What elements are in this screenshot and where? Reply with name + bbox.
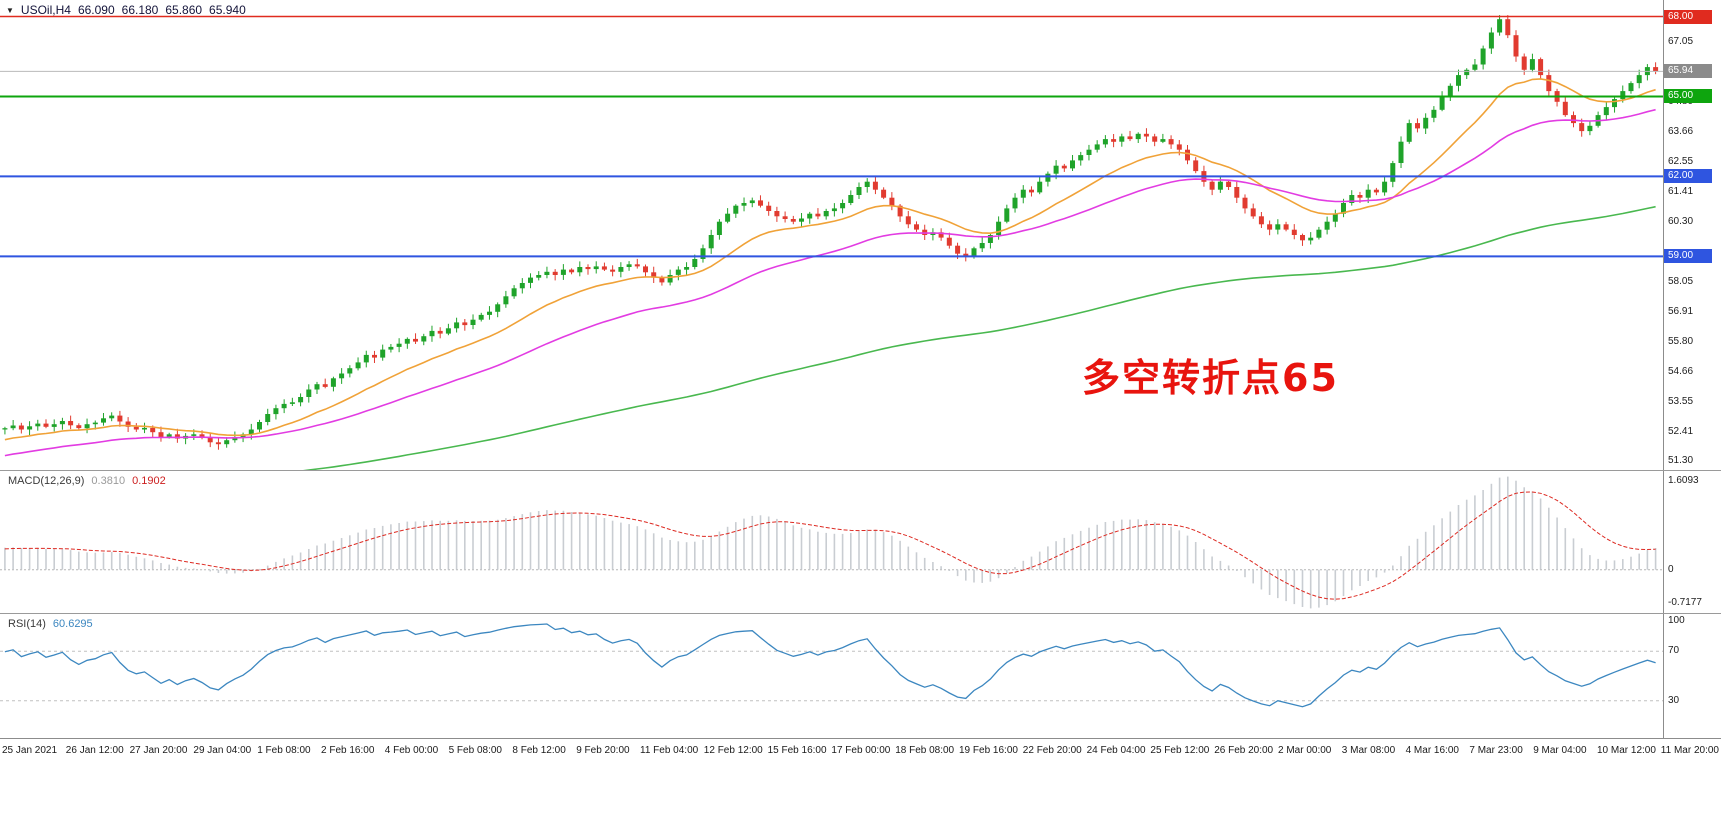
macd-main-value: 0.3810	[91, 475, 126, 487]
time-axis-label: 5 Feb 08:00	[448, 745, 502, 756]
macd-signal-line	[4, 491, 1656, 600]
level-price-badge: 62.00	[1664, 169, 1712, 184]
time-axis-label: 24 Feb 04:00	[1086, 745, 1146, 756]
price-tick-label: 61.41	[1668, 186, 1694, 198]
annotation-text: 多空转折点65	[1082, 356, 1339, 400]
macd-signal-value: 0.1902	[132, 475, 166, 487]
fast-ma-line	[4, 78, 1656, 441]
rsi-name: RSI(14)	[8, 618, 46, 630]
time-axis-label: 29 Jan 04:00	[193, 745, 252, 756]
macd-pane[interactable]: MACD(12,26,9) 0.3810 0.1902	[0, 471, 1663, 613]
time-axis-label: 15 Feb 16:00	[767, 745, 827, 756]
macd-axis-min: -0.7177	[1668, 597, 1702, 608]
time-axis-label: 12 Feb 12:00	[703, 745, 763, 756]
candlestick-chart	[0, 15, 1663, 470]
ohlc-high: 66.180	[121, 3, 159, 17]
chart-title-bar: ▼ USOil,H4 66.090 66.180 65.860 65.940	[6, 3, 246, 17]
ohlc-close: 65.940	[209, 3, 246, 17]
time-axis-label: 25 Jan 2021	[2, 745, 58, 756]
time-axis-label: 19 Feb 16:00	[959, 745, 1018, 756]
time-axis-label: 10 Mar 12:00	[1597, 745, 1656, 756]
time-axis-label: 25 Feb 12:00	[1150, 745, 1210, 756]
ohlc-open: 66.090	[77, 3, 115, 17]
time-axis-label: 7 Mar 23:00	[1469, 745, 1523, 756]
time-axis-label: 8 Feb 12:00	[512, 745, 566, 756]
rsi-axis[interactable]: 100 70 30	[1663, 614, 1721, 738]
time-axis-label: 2 Mar 00:00	[1278, 745, 1332, 756]
macd-axis[interactable]: 1.6093 0 -0.7177	[1663, 471, 1721, 613]
level-price-badge: 59.00	[1664, 249, 1712, 264]
medium-ma-line	[4, 108, 1656, 457]
time-axis-label: 26 Jan 12:00	[65, 745, 124, 756]
price-tick-label: 52.41	[1668, 425, 1694, 437]
symbol-label: USOil,H4	[20, 3, 71, 17]
price-tick-label: 67.05	[1668, 35, 1694, 47]
macd-axis-max: 1.6093	[1668, 475, 1699, 486]
price-tick-label: 51.30	[1668, 455, 1694, 467]
time-axis-label: 11 Mar 20:00	[1660, 745, 1719, 756]
time-axis-label: 17 Feb 00:00	[831, 745, 891, 756]
current-price-badge: 65.94	[1664, 64, 1712, 79]
price-tick-label: 58.05	[1668, 275, 1694, 287]
macd-label: MACD(12,26,9) 0.3810 0.1902	[8, 475, 166, 487]
candles-group	[2, 15, 1659, 450]
time-axis-label: 11 Feb 04:00	[640, 745, 699, 756]
level-price-badge: 65.00	[1664, 89, 1712, 104]
rsi-line	[4, 623, 1656, 708]
time-axis-label: 2 Feb 16:00	[321, 745, 375, 756]
rsi-value: 60.6295	[52, 618, 93, 630]
macd-axis-zero: 0	[1668, 563, 1674, 575]
bottom-spacer	[0, 763, 1721, 838]
time-axis-label: 27 Jan 20:00	[129, 745, 188, 756]
price-tick-label: 56.91	[1668, 306, 1694, 317]
time-axis-label: 9 Feb 20:00	[576, 745, 630, 756]
ohlc-low: 65.860	[165, 3, 203, 17]
macd-chart	[0, 476, 1663, 609]
time-axis-label: 22 Feb 20:00	[1022, 745, 1082, 756]
price-tick-label: 54.66	[1668, 365, 1694, 377]
rsi-pane[interactable]: RSI(14) 60.6295	[0, 614, 1663, 738]
main-chart-pane[interactable]: ▼ USOil,H4 66.090 66.180 65.860 65.940 多…	[0, 0, 1663, 470]
rsi-chart	[0, 623, 1663, 708]
time-axis-label: 1 Feb 08:00	[257, 745, 311, 756]
time-axis-label: 18 Feb 08:00	[895, 745, 955, 756]
macd-name: MACD(12,26,9)	[8, 475, 85, 487]
macd-histogram	[4, 476, 1657, 609]
pane-separator-1	[0, 470, 1721, 471]
price-tick-label: 60.30	[1668, 215, 1694, 227]
time-axis-label: 9 Mar 04:00	[1533, 745, 1587, 756]
symbol-dropdown-icon[interactable]: ▼	[6, 5, 14, 15]
slow-ma-line	[303, 205, 1656, 470]
price-tick-label: 53.55	[1668, 395, 1694, 407]
time-axis-label: 3 Mar 08:00	[1341, 745, 1396, 756]
rsi-axis-label: 70	[1668, 645, 1680, 657]
rsi-label: RSI(14) 60.6295	[8, 618, 93, 630]
time-axis[interactable]: 25 Jan 2021 26 Jan 12:00 27 Jan 20:00 29 Ja…	[0, 738, 1721, 763]
price-tick-label: 62.55	[1668, 155, 1694, 167]
time-axis-label: 4 Mar 16:00	[1405, 745, 1459, 756]
pane-separator-2	[0, 613, 1721, 614]
price-tick-label: 63.66	[1668, 126, 1694, 138]
rsi-axis-label: 100	[1668, 615, 1685, 626]
rsi-axis-label: 30	[1668, 694, 1680, 706]
price-axis[interactable]: 67.0564.8063.6662.5561.4160.3058.0556.91…	[1663, 0, 1721, 470]
level-price-badge: 68.00	[1664, 9, 1712, 24]
price-tick-label: 55.80	[1668, 335, 1694, 347]
time-axis-label: 26 Feb 20:00	[1214, 745, 1274, 756]
time-axis-label: 4 Feb 00:00	[384, 745, 439, 756]
